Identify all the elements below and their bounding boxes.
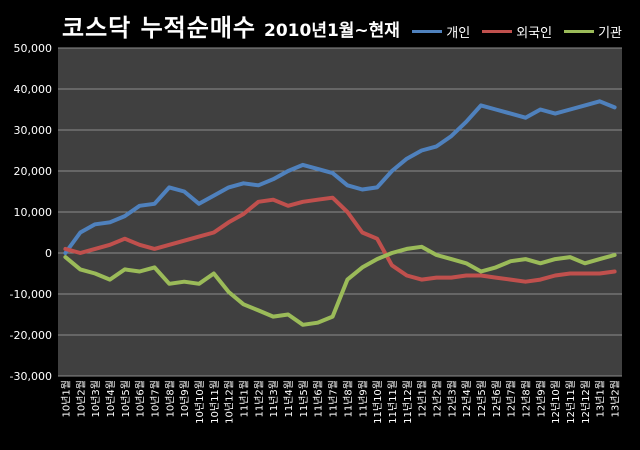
- y-tick-label: 40,000: [14, 83, 53, 96]
- x-tick-label: 12년11월: [565, 380, 577, 424]
- x-tick-label: 11년10월: [372, 380, 384, 424]
- x-tick-label: 12년12월: [580, 380, 592, 424]
- x-tick-label: 12년4월: [461, 380, 473, 418]
- series-line-foreign: [63, 195, 617, 284]
- y-tick-label: -20,000: [10, 329, 52, 342]
- y-tick-label: 20,000: [14, 165, 53, 178]
- x-axis: 10년1월 10년2월 10년3월 10년4월 10년5월 10년6월 10년7월 10년8월…: [60, 380, 621, 424]
- legend-swatch-individual: [412, 30, 443, 33]
- x-tick-label: 11년1월: [239, 380, 251, 418]
- gridlines: [58, 47, 622, 377]
- x-tick-label: 12년7월: [506, 380, 518, 418]
- x-tick-label: 11년5월: [298, 380, 310, 418]
- x-tick-label: 13년1월: [595, 380, 607, 418]
- x-tick-label: 10년4월: [105, 380, 117, 418]
- series-line-individual: [63, 99, 617, 255]
- x-tick-label: 11년12월: [402, 380, 414, 424]
- x-tick-label: 10년7월: [149, 380, 161, 418]
- legend-swatch-institution: [564, 30, 595, 33]
- x-tick-label: 10년2월: [75, 380, 87, 418]
- x-tick-label: 11년7월: [328, 380, 340, 418]
- x-tick-label: 11년3월: [268, 380, 280, 418]
- x-tick-label: 12년5월: [476, 380, 488, 418]
- chart-legend: 개인 외국인 기관: [400, 22, 622, 41]
- x-tick-label: 13년2월: [610, 380, 622, 418]
- legend-item-foreign: 외국인: [482, 22, 552, 41]
- x-tick-label: 10년11월: [209, 380, 221, 424]
- legend-label-foreign: 외국인: [516, 26, 553, 41]
- x-tick-label: 10년8월: [164, 380, 176, 418]
- legend-label-individual: 개인: [446, 26, 471, 41]
- x-tick-label: 12년9월: [535, 380, 547, 418]
- x-tick-label: 12년1월: [417, 380, 429, 418]
- y-tick-label: 10,000: [14, 206, 53, 219]
- x-tick-label: 10년1월: [60, 380, 72, 418]
- x-tick-label: 10년10월: [194, 380, 206, 424]
- legend-item-institution: 기관: [564, 22, 622, 41]
- legend-swatch-foreign: [482, 30, 513, 33]
- x-tick-label: 11년11월: [387, 380, 399, 424]
- series-line-institution: [63, 244, 617, 327]
- x-tick-label: 10년6월: [135, 380, 147, 418]
- legend-label-institution: 기관: [598, 26, 622, 41]
- x-tick-label: 12년6월: [491, 380, 503, 418]
- y-axis: -30,000 -20,000 -10,000 0 10,000 20,000 30,000…: [10, 42, 52, 383]
- series-lines: [63, 99, 617, 327]
- x-tick-label: 10년5월: [120, 380, 132, 418]
- y-tick-label: 0: [45, 247, 52, 260]
- x-tick-label: 12년8월: [521, 380, 533, 418]
- y-tick-label: 50,000: [14, 42, 53, 55]
- x-tick-label: 11년4월: [283, 380, 295, 418]
- x-tick-label: 11년9월: [357, 380, 369, 418]
- y-tick-label: -30,000: [10, 370, 52, 383]
- x-tick-label: 10년9월: [179, 380, 191, 418]
- x-tick-label: 11년6월: [313, 380, 325, 418]
- x-tick-label: 12년3월: [446, 380, 458, 418]
- x-tick-label: 11년2월: [253, 380, 265, 418]
- x-tick-label: 11년8월: [342, 380, 354, 418]
- chart-title-main: 코스닥 누적순매수: [62, 14, 256, 42]
- y-tick-label: 30,000: [14, 124, 53, 137]
- x-tick-label: 12년10월: [550, 380, 562, 424]
- legend-item-individual: 개인: [412, 22, 470, 41]
- chart-subtitle: 2010년1월~현재: [264, 21, 400, 41]
- x-tick-label: 10년3월: [90, 380, 102, 418]
- x-tick-label: 10년12월: [224, 380, 236, 424]
- chart-title: 코스닥 누적순매수 2010년1월~현재: [62, 8, 400, 48]
- y-tick-label: -10,000: [10, 288, 52, 301]
- x-tick-label: 12년2월: [431, 380, 443, 418]
